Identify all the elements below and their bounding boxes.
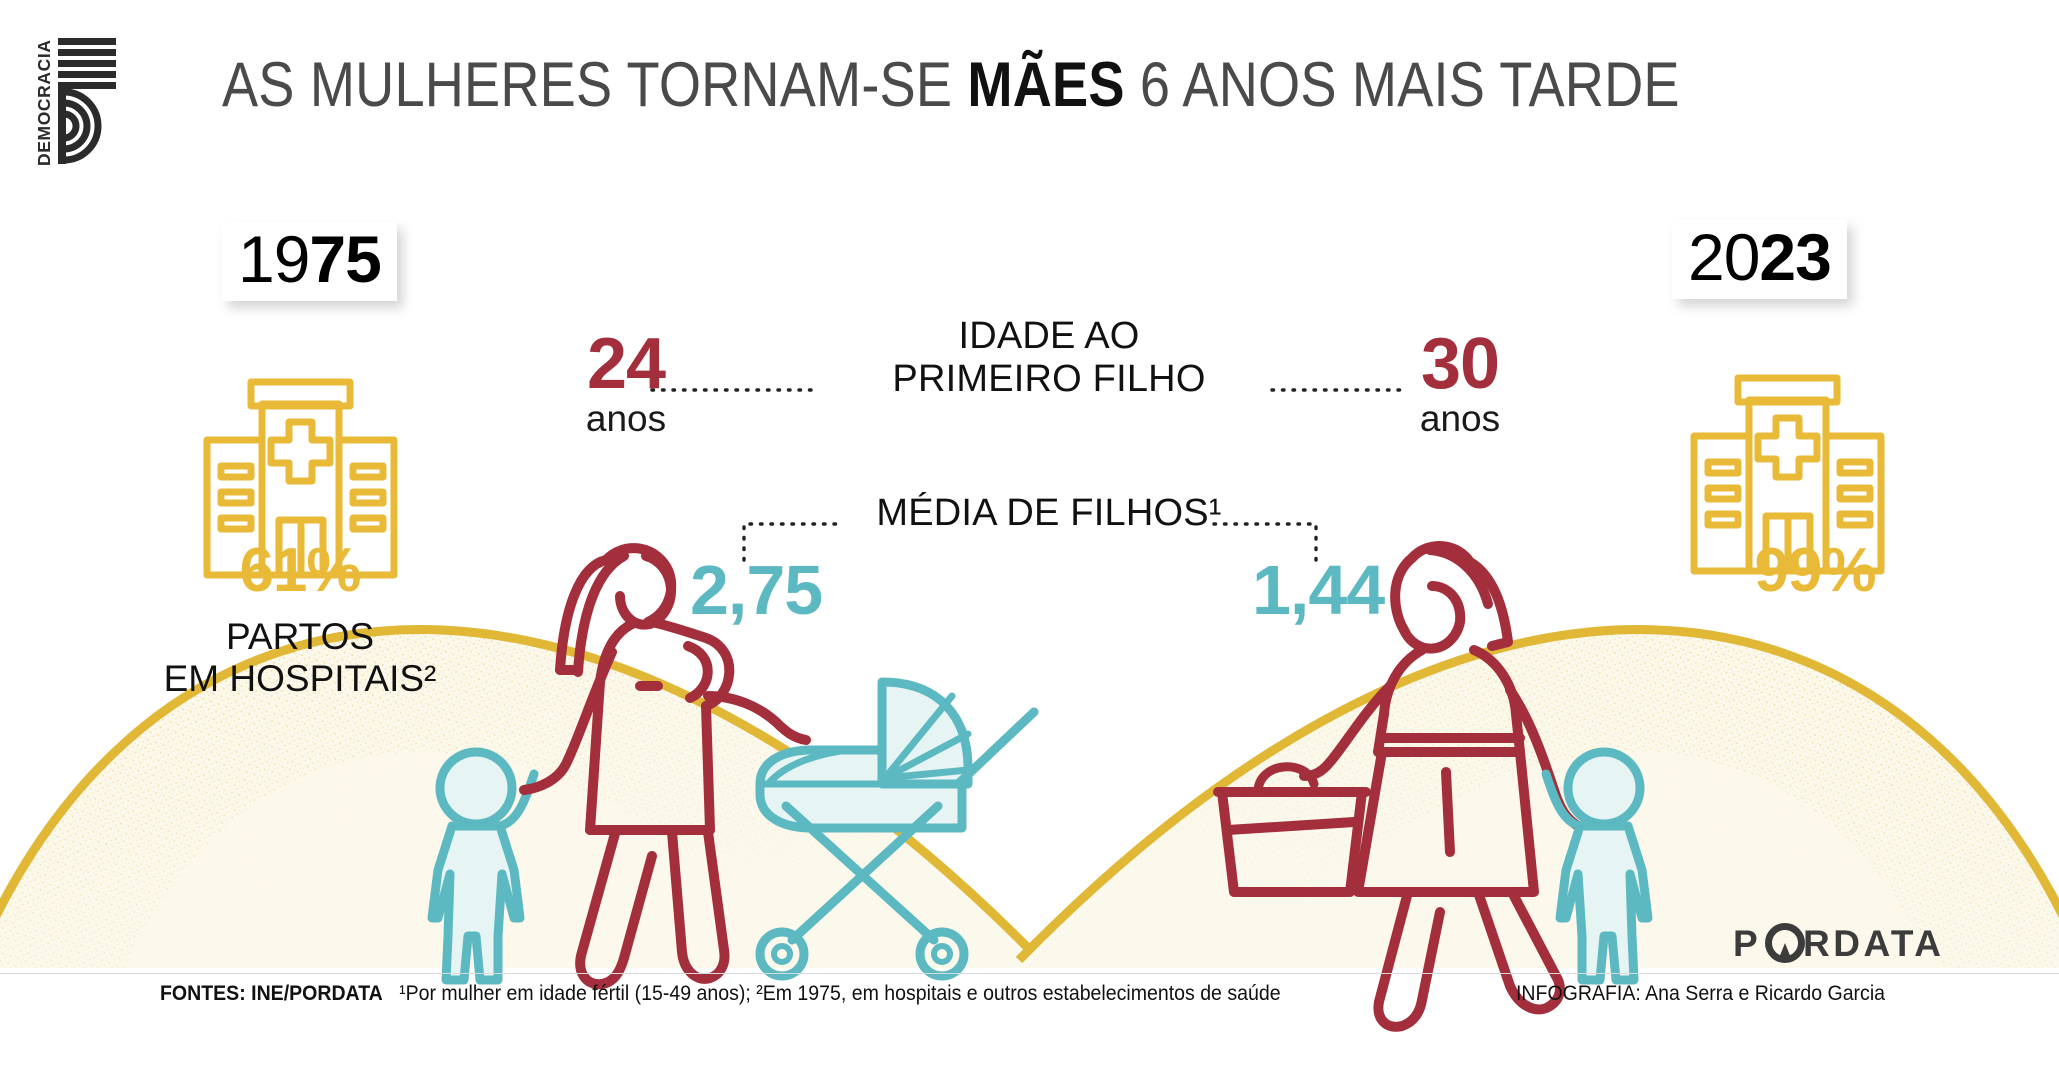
title-part2: 6 ANOS MAIS TARDE: [1124, 50, 1680, 120]
hospital-icon-right: [1690, 374, 1885, 575]
pordata-o-glyph: [1765, 923, 1805, 963]
year-left-light: 19: [238, 222, 310, 296]
metric-label-children: MÉDIA DE FILHOS¹: [876, 492, 1222, 534]
year-badge-1975: 1975: [222, 222, 397, 302]
baby-stroller-icon: [755, 677, 1039, 981]
metric-label-age: IDADE AO PRIMEIRO FILHO: [892, 315, 1206, 400]
title-emphasis: MÃES: [967, 50, 1125, 120]
connector-kids-right: [1206, 522, 1318, 562]
svg-text:P: P: [1733, 923, 1761, 964]
hospital-left-pct: 61%: [239, 536, 361, 605]
age-right-value: 30: [1420, 324, 1500, 404]
svg-text:DEMOCRACIA: DEMOCRACIA: [34, 39, 54, 166]
logo-arcs-icon: [58, 38, 116, 164]
age-left-value: 24: [586, 324, 666, 404]
page-title: AS MULHERES TORNAM-SE MÃES 6 ANOS MAIS T…: [222, 54, 1680, 117]
stat-hospital-births-2023: 99%: [1665, 540, 1965, 616]
age-right-unit: anos: [1419, 398, 1501, 440]
stat-children-1975: 2,75: [690, 551, 823, 629]
svg-text:RDATA: RDATA: [1803, 923, 1943, 964]
stat-children-2023: 1,44: [1252, 551, 1385, 629]
democracia-wordmark-vertical: DEMOCRACIA: [34, 39, 54, 166]
year-right-bold: 23: [1759, 220, 1831, 294]
footer-sources-label: FONTES: INE/PORDATA: [160, 982, 383, 1005]
pregnant-mother-figure: [519, 543, 811, 990]
title-part1: AS MULHERES TORNAM-SE: [222, 50, 968, 120]
child-figure-left: [427, 747, 539, 985]
footer-sources: FONTES: INE/PORDATA ¹Por mulher em idade…: [160, 982, 1281, 1005]
connector-lines: [650, 388, 1402, 562]
year-right-light: 20: [1688, 220, 1760, 294]
connector-kids-left: [742, 522, 840, 562]
basket-icon: [1213, 762, 1371, 897]
hospital-left-caption: PARTOS EM HOSPITAIS²: [163, 616, 437, 699]
age-left-unit: anos: [585, 398, 667, 440]
year-left-bold: 75: [309, 222, 381, 296]
hospital-icon-left: [203, 378, 398, 579]
pordata-logo: P RDATA: [1733, 920, 1943, 971]
stat-age-2023: 30 anos: [1400, 324, 1520, 441]
child-figure-right: [1541, 747, 1653, 985]
footer-credits: INFOGRAFIA: Ana Serra e Ricardo Garcia: [1516, 982, 1886, 1005]
hospital-right-pct: 99%: [1754, 536, 1876, 605]
year-badge-2023: 2023: [1672, 220, 1847, 300]
footer-notes: ¹Por mulher em idade fértil (15-49 anos)…: [399, 982, 1281, 1005]
democracia-logo: DEMOCRACIA: [24, 22, 164, 172]
stat-hospital-births-1975: 61% PARTOS EM HOSPITAIS²: [140, 540, 460, 700]
stat-age-1975: 24 anos: [566, 324, 686, 441]
footer-divider: [0, 973, 2059, 1016]
